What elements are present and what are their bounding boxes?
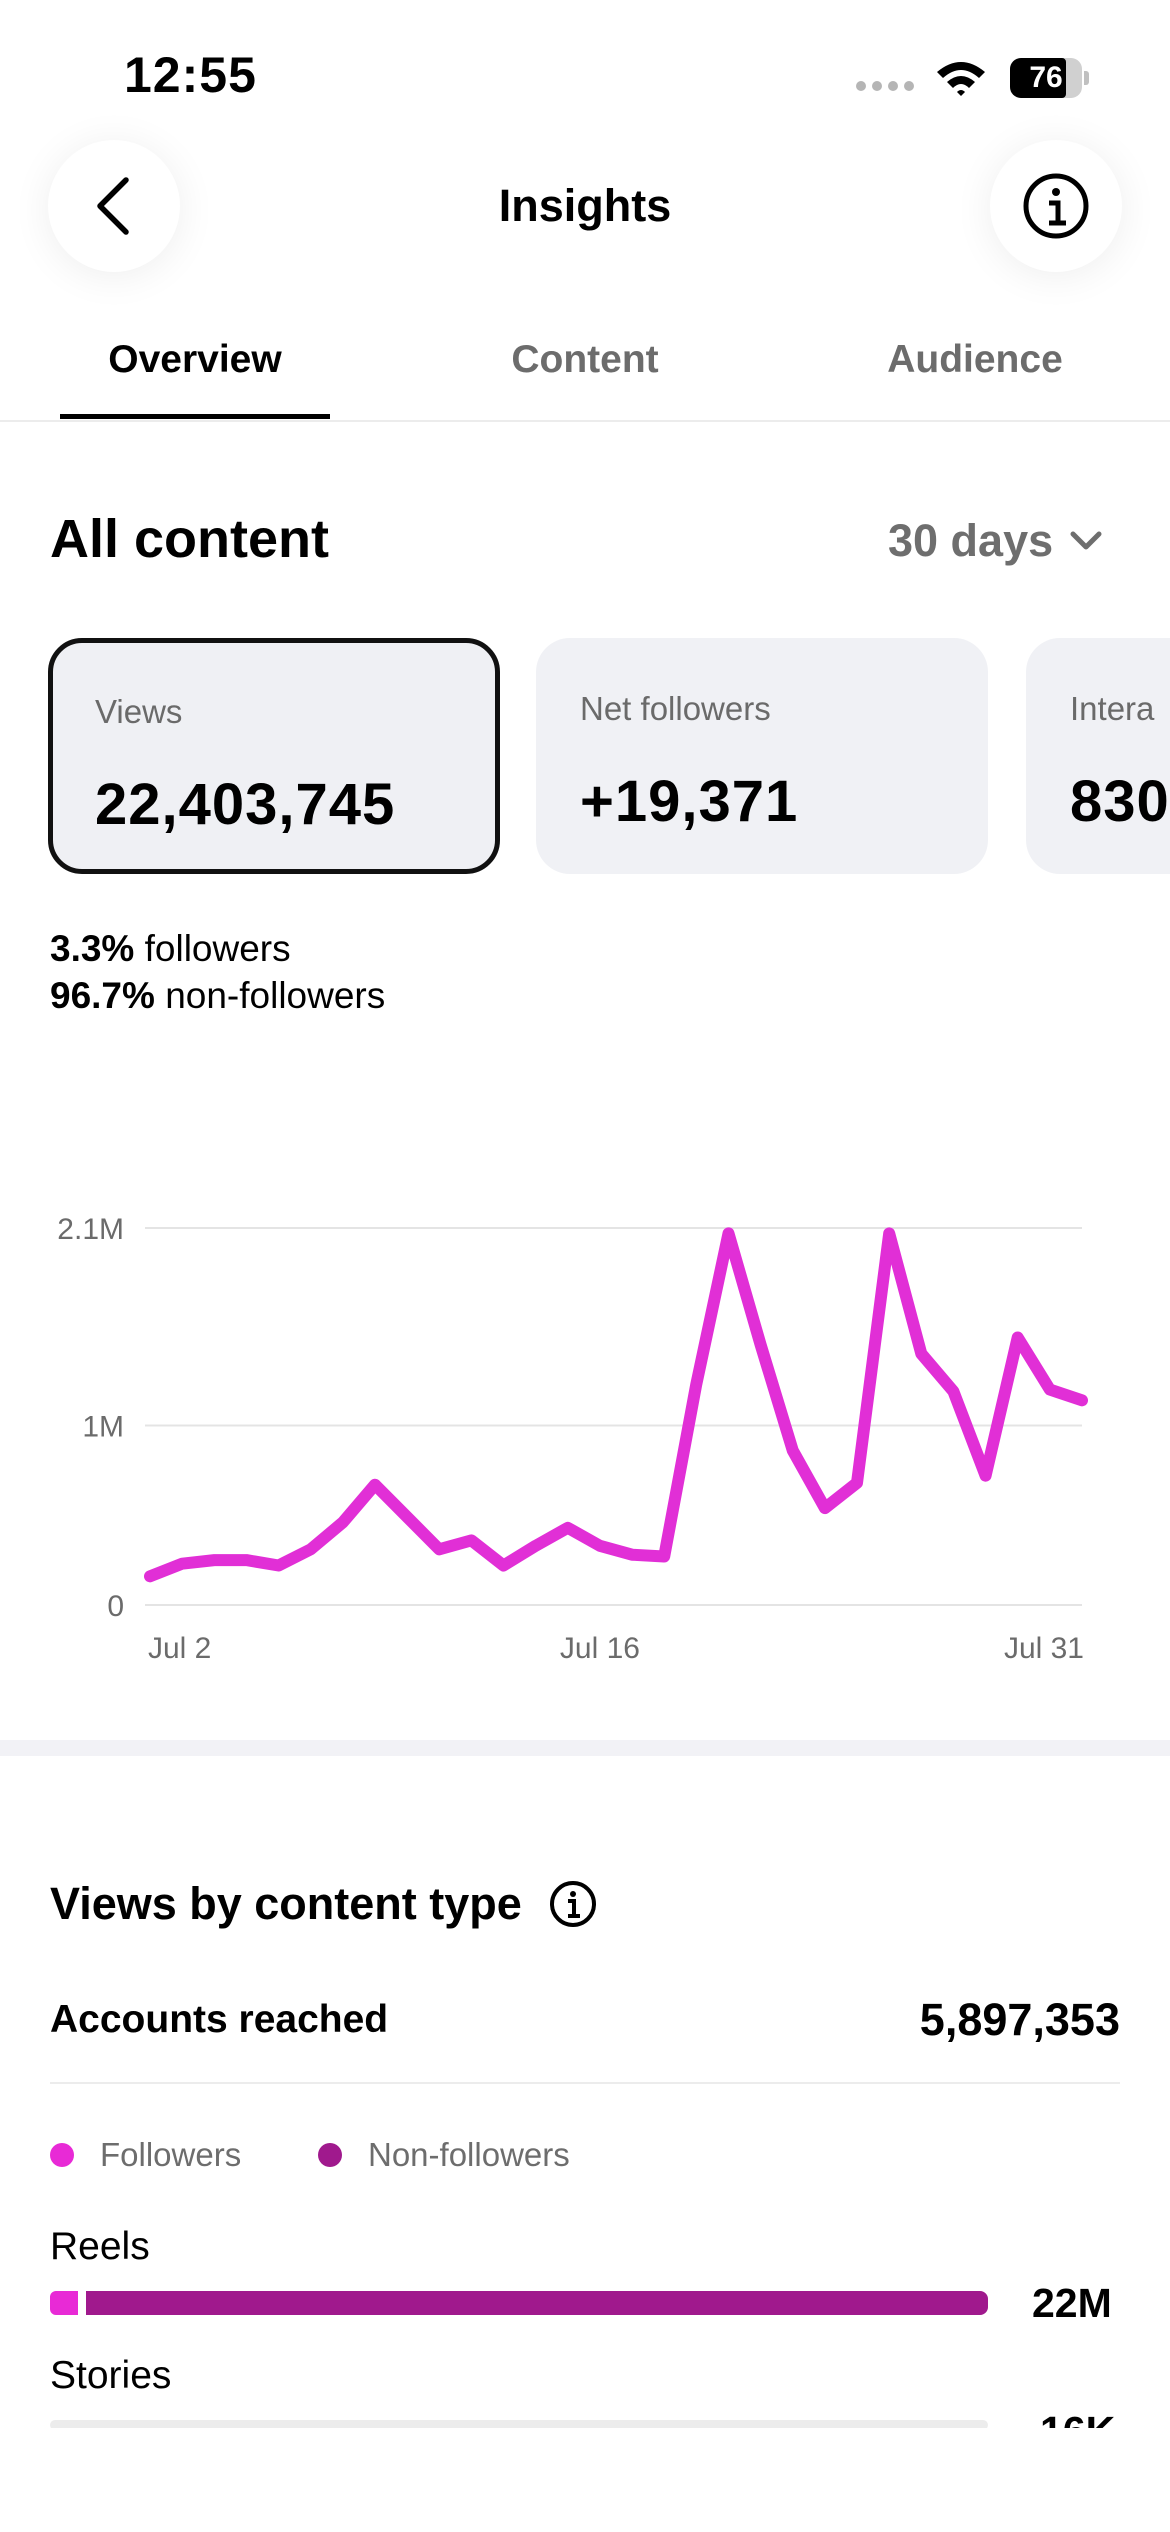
battery-icon: 76 [1010,58,1089,98]
y-tick-label: 1M [82,1410,124,1443]
cellular-signal-icon [856,81,914,91]
wifi-icon [937,62,985,96]
card-value: +19,371 [580,769,799,834]
reels-label: Reels [50,2225,150,2268]
date-range-dropdown[interactable]: 30 days [888,515,1103,567]
back-button[interactable] [48,140,180,272]
date-range-label: 30 days [888,515,1054,566]
legend-dot-icon [318,2143,342,2167]
nonfollowers-percent: 96.7% [50,975,155,1016]
divider [50,2082,1120,2084]
metric-card-net-followers[interactable]: Net followers +19,371 [536,638,988,874]
info-button[interactable] [990,140,1122,272]
x-tick-label: Jul 2 [148,1632,211,1665]
card-label: Intera [1070,690,1155,727]
reels-value: 22M [1032,2280,1112,2326]
y-tick-label: 0 [107,1590,124,1623]
chevron-left-icon [97,177,129,235]
metric-card-views[interactable]: Views 22,403,745 [48,638,500,874]
stories-label: Stories [50,2354,172,2397]
tab-audience[interactable]: Audience [887,338,1063,381]
tab-content[interactable]: Content [511,338,659,381]
followers-label: followers [144,928,291,969]
tab-divider [0,420,1170,422]
card-value: 830 [1070,769,1170,834]
views-line-chart: 0 1M 2.1M Jul 2 Jul 16 Jul 31 [57,1213,1088,1665]
battery-level: 76 [1029,61,1063,94]
legend-non-followers: Non-followers [318,2136,570,2174]
accounts-reached-value: 5,897,353 [919,1994,1120,2045]
info-icon[interactable] [548,1879,598,1929]
legend-dot-icon [50,2143,74,2167]
status-time: 12:55 [124,47,257,103]
reels-followers-bar [50,2291,78,2315]
followers-percent: 3.3% [50,928,135,969]
reels-nonfollowers-bar [86,2291,988,2315]
x-tick-label: Jul 31 [1004,1632,1084,1665]
views-by-type-heading: Views by content type [50,1878,522,1929]
chevron-down-icon [1070,531,1102,550]
legend-followers: Followers [50,2136,241,2174]
bottom-fade [0,2428,1170,2532]
followers-share: 3.3% followers [50,928,291,970]
section-title: All content [50,509,329,569]
legend-label: Non-followers [368,2136,570,2173]
section-separator [0,1740,1170,1756]
legend-label: Followers [100,2136,242,2173]
accounts-reached-label: Accounts reached [50,1998,389,2041]
nonfollowers-share: 96.7% non-followers [50,975,385,1017]
stories-bar [50,2420,988,2430]
y-tick-label: 2.1M [57,1213,124,1246]
card-label: Views [95,693,183,730]
metric-card-interactions[interactable]: Intera 830 [1026,638,1170,874]
views-series-line [144,1227,1088,1583]
x-tick-label: Jul 16 [560,1632,640,1665]
card-value: 22,403,745 [95,772,396,837]
info-icon [1023,173,1089,239]
views-by-type-title: Views by content type [50,1878,598,1930]
active-tab-indicator [60,414,330,419]
page-title: Insights [498,180,672,231]
nonfollowers-label: non-followers [165,975,386,1016]
tab-overview[interactable]: Overview [108,338,282,381]
card-label: Net followers [580,690,771,727]
